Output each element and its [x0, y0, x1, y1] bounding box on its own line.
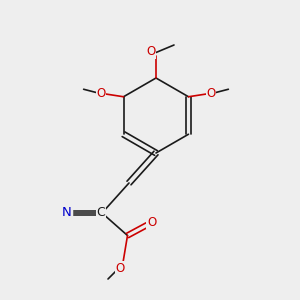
Text: O: O [206, 87, 216, 100]
Text: O: O [147, 215, 156, 229]
Text: N: N [62, 206, 72, 219]
Text: O: O [146, 45, 155, 58]
Text: O: O [116, 262, 124, 275]
Text: C: C [96, 206, 105, 219]
Text: O: O [96, 87, 106, 100]
